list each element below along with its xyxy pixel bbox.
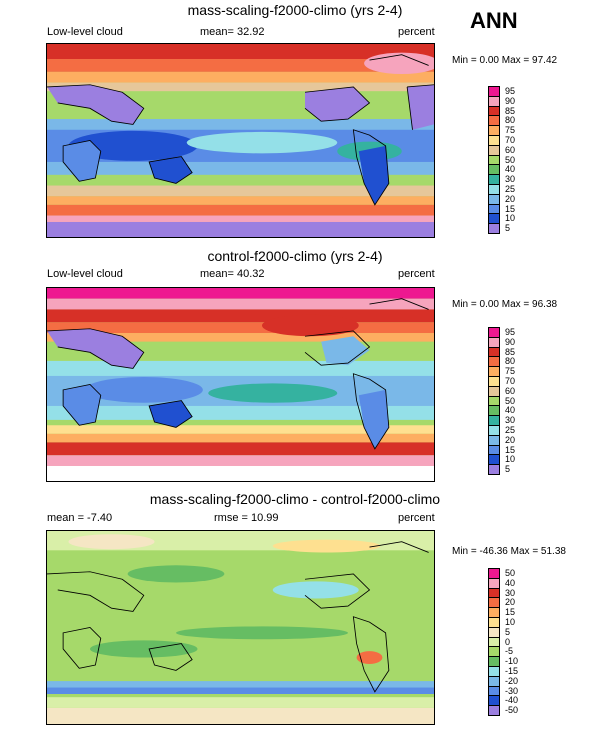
panel-2-units: percent [398,268,435,280]
colorbar-tick-label: 30 [505,587,516,598]
colorbar-tick-label: 80 [505,356,516,367]
colorbar-tick-label: 15 [505,607,516,618]
colorbar-tick-label: 25 [505,425,516,435]
colorbar-tick-label: 40 [505,405,516,416]
colorbar-tick-label: 15 [505,203,516,214]
colorbar-tick-label: -30 [505,685,519,696]
colorbar-tick-label: -15 [505,666,519,676]
colorbar-tick-label: 80 [505,115,516,126]
colorbar-tick-label: 5 [505,223,511,234]
panel-2-minmax: Min = 0.00 Max = 96.38 [452,299,558,310]
panel-2-map [46,287,435,482]
colorbar-tick-label: -10 [505,656,519,667]
colorbar-tick-label: 85 [505,105,516,116]
colorbar-tick-label: 90 [505,336,516,347]
panel-3-rmse: rmse = 10.99 [214,512,279,524]
season-label: ANN [470,8,518,33]
panel-3-map [46,530,435,725]
panel-2-left-label: Low-level cloud [47,268,123,280]
colorbar-tick-label: 5 [505,464,511,475]
colorbar-tick-label: 50 [505,395,516,406]
colorbar-tick-label: 10 [505,454,516,465]
colorbar-tick-label: 30 [505,174,516,185]
panel-1-left-label: Low-level cloud [47,26,123,38]
colorbar-tick-label: 60 [505,144,516,155]
panel-1-title: mass-scaling-f2000-climo (yrs 2-4) [187,2,403,18]
panel-1-map [46,43,435,238]
panel-2-mean: mean= 40.32 [200,268,265,280]
colorbar-tick-label: 40 [505,577,516,588]
colorbar-tick-label: 75 [505,125,516,136]
colorbar-tick-label: 40 [505,164,516,175]
panel-1-mean: mean= 32.92 [200,26,265,38]
colorbar-tick-label: -5 [505,646,514,657]
colorbar-tick-label: 50 [505,568,516,578]
colorbar-tick-label: 20 [505,434,516,445]
panel-3-minmax: Min = -46.36 Max = 51.38 [452,546,566,557]
panel-1-units: percent [398,26,435,38]
colorbar-tick-label: 10 [505,617,516,627]
colorbar-tick-label: 20 [505,193,516,204]
colorbar-tick-label: 25 [505,184,516,194]
panel-3-units: percent [398,512,435,524]
panel-2-title: control-f2000-climo (yrs 2-4) [207,248,383,264]
colorbar-tick-label: 0 [505,636,511,647]
colorbar-swatch [488,223,500,234]
colorbar-tick-label: 95 [505,86,516,96]
panel-3-title: mass-scaling-f2000-climo - control-f2000… [149,491,441,507]
colorbar-tick-label: -50 [505,705,519,716]
colorbar-tick-label: 20 [505,597,516,608]
colorbar-tick-label: 75 [505,366,516,377]
colorbar-swatch [488,464,500,475]
panel-3-mean: mean = -7.40 [47,512,113,524]
colorbar-tick-label: 85 [505,346,516,357]
colorbar-tick-label: 10 [505,213,516,224]
colorbar-tick-label: 50 [505,154,516,165]
colorbar-tick-label: 95 [505,327,516,337]
panel-1-minmax: Min = 0.00 Max = 97.42 [452,55,558,66]
panel-2-colorbar: 95 90 85 80 75 70 60 50 40 30 25 20 15 10 5 [488,327,548,477]
colorbar-swatch [488,705,500,716]
colorbar-tick-label: 5 [505,626,511,637]
colorbar-tick-label: -40 [505,695,519,706]
panel-1-colorbar: 95 90 85 80 75 70 60 50 40 30 25 20 15 10 5 [488,86,548,236]
colorbar-tick-label: 60 [505,385,516,396]
colorbar-tick-label: 90 [505,95,516,106]
panel-3-colorbar: 50 40 30 20 15 10 5 0 -5 -10 -15 -20 -30 -40 -50 [488,568,548,718]
colorbar-tick-label: 70 [505,376,516,386]
colorbar-tick-label: 70 [505,135,516,145]
colorbar-tick-label: -20 [505,675,519,686]
colorbar-tick-label: 30 [505,415,516,426]
colorbar-tick-label: 15 [505,444,516,455]
